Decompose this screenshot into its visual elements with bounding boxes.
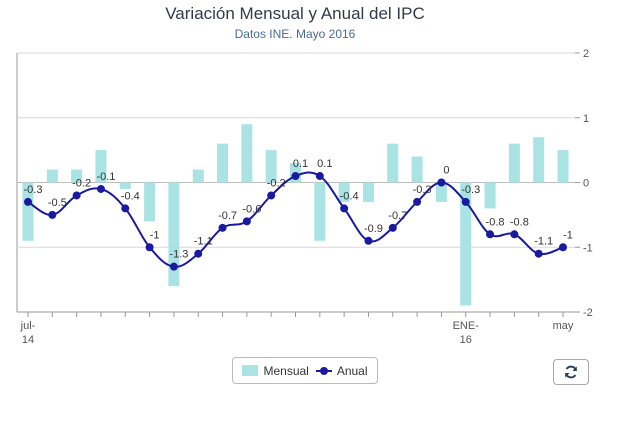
bar-mensual bbox=[46, 169, 58, 183]
point-anual bbox=[534, 249, 543, 258]
data-label-anual: -0.3 bbox=[24, 184, 43, 196]
data-label-anual: 0.1 bbox=[317, 158, 332, 170]
legend-label-mensual: Mensual bbox=[263, 363, 309, 378]
bar-mensual bbox=[192, 169, 204, 183]
x-tick-label: 14 bbox=[22, 334, 34, 346]
data-label-anual: -1.1 bbox=[194, 236, 213, 248]
data-label-anual: -0.4 bbox=[340, 190, 359, 202]
bar-mensual bbox=[265, 150, 277, 183]
bar-mensual bbox=[119, 182, 131, 189]
bar-mensual bbox=[144, 182, 156, 222]
point-anual bbox=[96, 184, 105, 193]
data-label-anual: -0.7 bbox=[388, 210, 407, 222]
data-label-anual: 0.1 bbox=[293, 158, 308, 170]
bar-mensual bbox=[533, 137, 545, 183]
refresh-button[interactable] bbox=[553, 359, 589, 385]
bar-mensual bbox=[557, 150, 569, 183]
y-tick-label: -1 bbox=[583, 242, 593, 254]
point-anual bbox=[388, 223, 397, 232]
y-tick-label: 1 bbox=[583, 113, 589, 125]
data-label-anual: -0.5 bbox=[48, 197, 67, 209]
point-anual bbox=[121, 204, 130, 213]
bar-mensual bbox=[314, 182, 326, 241]
data-label-anual: -0.9 bbox=[364, 223, 383, 235]
refresh-icon bbox=[565, 365, 577, 379]
point-anual bbox=[510, 230, 519, 239]
point-anual bbox=[559, 243, 567, 252]
data-label-anual: -0.2 bbox=[267, 177, 286, 189]
bar-mensual bbox=[241, 124, 253, 183]
point-anual bbox=[194, 249, 203, 258]
y-tick-label: 0 bbox=[583, 178, 589, 190]
point-anual bbox=[461, 197, 470, 206]
legend-item-anual[interactable]: Anual bbox=[315, 363, 368, 378]
data-label-anual: -0.8 bbox=[486, 216, 505, 228]
point-anual bbox=[169, 262, 178, 271]
data-label-anual: -0.4 bbox=[121, 190, 140, 202]
bar-mensual bbox=[338, 182, 350, 202]
point-anual bbox=[364, 236, 373, 245]
bar-mensual bbox=[362, 182, 374, 202]
bar-mensual bbox=[411, 156, 423, 183]
data-label-anual: -0.3 bbox=[413, 184, 432, 196]
data-label-anual: -0.2 bbox=[72, 177, 91, 189]
data-label-anual: -1 bbox=[150, 229, 160, 241]
point-anual bbox=[291, 172, 300, 181]
chart-title: Variación Mensual y Anual del IPC bbox=[165, 4, 425, 23]
point-anual bbox=[72, 191, 81, 200]
legend-item-mensual[interactable]: Mensual bbox=[242, 363, 309, 378]
data-label-anual: -0.8 bbox=[510, 216, 529, 228]
bar-mensual bbox=[435, 182, 447, 202]
bar-mensual bbox=[508, 143, 520, 183]
data-label-anual: 0 bbox=[443, 165, 449, 177]
x-tick-label: ENE- bbox=[453, 320, 480, 332]
data-label-anual: -1.1 bbox=[534, 236, 553, 248]
legend-swatch-mensual bbox=[242, 365, 259, 376]
x-tick-label: may bbox=[553, 320, 574, 332]
point-anual bbox=[267, 191, 276, 200]
chart-legend: Mensual Anual bbox=[232, 357, 378, 384]
point-anual bbox=[413, 197, 422, 206]
bar-mensual bbox=[484, 182, 496, 209]
bar-mensual bbox=[168, 182, 180, 287]
data-label-anual: -1 bbox=[563, 229, 573, 241]
point-anual bbox=[486, 230, 495, 239]
bar-mensual bbox=[387, 143, 399, 183]
bar-mensual bbox=[71, 169, 83, 183]
bar-mensual bbox=[22, 182, 34, 241]
point-anual bbox=[242, 217, 251, 226]
data-label-anual: -0.6 bbox=[242, 203, 261, 215]
legend-swatch-anual bbox=[315, 365, 332, 376]
point-anual bbox=[24, 197, 32, 206]
x-tick-label: 16 bbox=[460, 334, 472, 346]
point-anual bbox=[340, 204, 349, 213]
data-label-anual: -1.3 bbox=[169, 249, 188, 261]
chart-subtitle: Datos INE. Mayo 2016 bbox=[234, 27, 356, 41]
data-label-anual: -0.3 bbox=[461, 184, 480, 196]
line-anual bbox=[27, 171, 564, 268]
point-anual bbox=[218, 223, 227, 232]
bar-mensual bbox=[95, 150, 107, 183]
data-label-anual: -0.1 bbox=[96, 171, 115, 183]
bar-mensual bbox=[460, 182, 472, 306]
legend-label-anual: Anual bbox=[336, 363, 368, 378]
bar-mensual bbox=[217, 143, 229, 183]
data-label-anual: -0.7 bbox=[218, 210, 237, 222]
point-anual bbox=[437, 178, 446, 187]
point-anual bbox=[315, 172, 324, 181]
x-tick-label: jul- bbox=[20, 320, 36, 332]
y-tick-label: -2 bbox=[583, 307, 593, 319]
point-anual bbox=[48, 210, 57, 219]
y-tick-label: 2 bbox=[583, 48, 589, 60]
point-anual bbox=[145, 243, 154, 252]
